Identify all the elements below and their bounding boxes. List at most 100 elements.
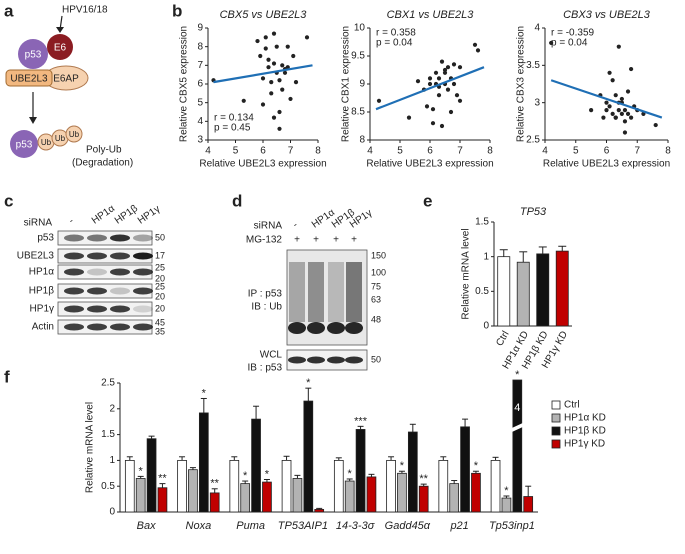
blot-band (64, 252, 84, 260)
point (607, 70, 612, 75)
panel-label: a (4, 1, 14, 20)
y-axis-label: Relative CBX5 expression (179, 26, 190, 142)
point (601, 115, 606, 120)
point (622, 119, 628, 124)
label: UBE2L3 (10, 74, 48, 85)
blot-band (345, 322, 363, 334)
point (475, 48, 481, 53)
y-axis-label: Relative mRNA level (85, 402, 96, 493)
y-tick-label: 2 (109, 403, 115, 414)
point (274, 44, 279, 49)
y-tick-label: 9 (197, 23, 203, 34)
point (280, 87, 285, 92)
point (269, 91, 274, 96)
point (622, 130, 628, 135)
bar (490, 459, 501, 513)
blot-band (345, 356, 363, 364)
point (258, 53, 263, 59)
panel-label: f (4, 367, 10, 386)
x-tick-label: 5 (233, 146, 239, 157)
blot-band (307, 356, 325, 364)
point (277, 126, 282, 131)
axis-break (511, 423, 523, 432)
point (607, 104, 612, 109)
y-tick-label: 1 (483, 251, 489, 262)
y-tick-label: 3 (534, 97, 540, 108)
point (277, 109, 282, 115)
row-label: p53 (37, 233, 54, 244)
point (288, 96, 293, 102)
blot-smear (328, 262, 344, 322)
x-tick-label: p21 (449, 520, 468, 532)
blot-band (327, 356, 345, 364)
label: HPV16/18 (62, 5, 108, 16)
x-axis-label: Relative UBE2L3 expression (543, 159, 670, 170)
marker-label: 100 (371, 267, 386, 277)
bar (449, 483, 460, 513)
point (269, 80, 274, 85)
significance: * (474, 460, 479, 472)
point (293, 80, 299, 85)
x-tick-label: Ctrl (494, 329, 511, 348)
x-tick-label: 7 (634, 146, 640, 157)
bar (314, 509, 325, 513)
point (424, 104, 430, 109)
x-tick-label: 5 (573, 146, 579, 157)
point (277, 78, 282, 83)
blot-band (64, 305, 84, 313)
bar (135, 478, 146, 513)
x-axis-label: Relative UBE2L3 expression (366, 159, 493, 170)
point (629, 66, 634, 72)
blot-band (110, 305, 130, 313)
bar (471, 472, 481, 513)
y-tick-label: 8 (359, 135, 365, 146)
bar (209, 492, 220, 513)
point (241, 98, 246, 103)
y-tick-label: 1.5 (101, 429, 115, 440)
blot-band (64, 268, 84, 276)
bar (303, 400, 314, 513)
row-label: Actin (32, 322, 54, 333)
significance: * (515, 369, 520, 381)
bar (516, 261, 530, 327)
x-tick-label: Gadd45α (385, 520, 431, 532)
blot-band (87, 252, 107, 260)
diagram: HPV16/18 E6AP UBE2L3 p53 E6 p53 Ub Ub Ub… (5, 5, 133, 169)
blot-band (87, 268, 107, 276)
x-tick-label: Noxa (186, 520, 212, 532)
bar (523, 496, 534, 513)
x-tick-label: Bax (137, 520, 156, 532)
y-tick-label: 9.5 (351, 51, 365, 62)
blot-band (87, 234, 107, 242)
marker-label: 20 (155, 291, 165, 301)
bar (229, 459, 240, 513)
point (472, 42, 478, 47)
y-tick-label: 2.5 (526, 135, 540, 146)
blot-band (307, 322, 325, 334)
significance: * (306, 377, 311, 389)
significance: * (348, 468, 353, 480)
significance: * (265, 468, 270, 480)
bar (366, 476, 377, 513)
x-tick-label: 8 (315, 146, 321, 157)
blot-band (110, 323, 130, 331)
shape (5, 69, 53, 87)
x-tick-label: 4 (367, 146, 373, 157)
marker-label: 20 (155, 303, 165, 313)
point (263, 35, 268, 40)
row-label: HP1α (29, 267, 54, 278)
blot-band (133, 268, 153, 276)
point (549, 40, 554, 46)
x-tick-label: 8 (665, 146, 671, 157)
shape (10, 130, 38, 158)
value-label: 4 (514, 402, 520, 414)
y-tick-label: 8.5 (351, 107, 365, 118)
point (451, 81, 457, 87)
y-tick-label: 0.5 (475, 286, 489, 297)
blot-band (133, 323, 153, 331)
x-tick-label: 4 (542, 146, 548, 157)
legend-label: HP1β KD (564, 426, 606, 437)
label: E6AP (53, 74, 79, 85)
annotation: p = 0.45 (214, 123, 251, 134)
x-tick-label: TP53AIP1 (278, 520, 328, 532)
